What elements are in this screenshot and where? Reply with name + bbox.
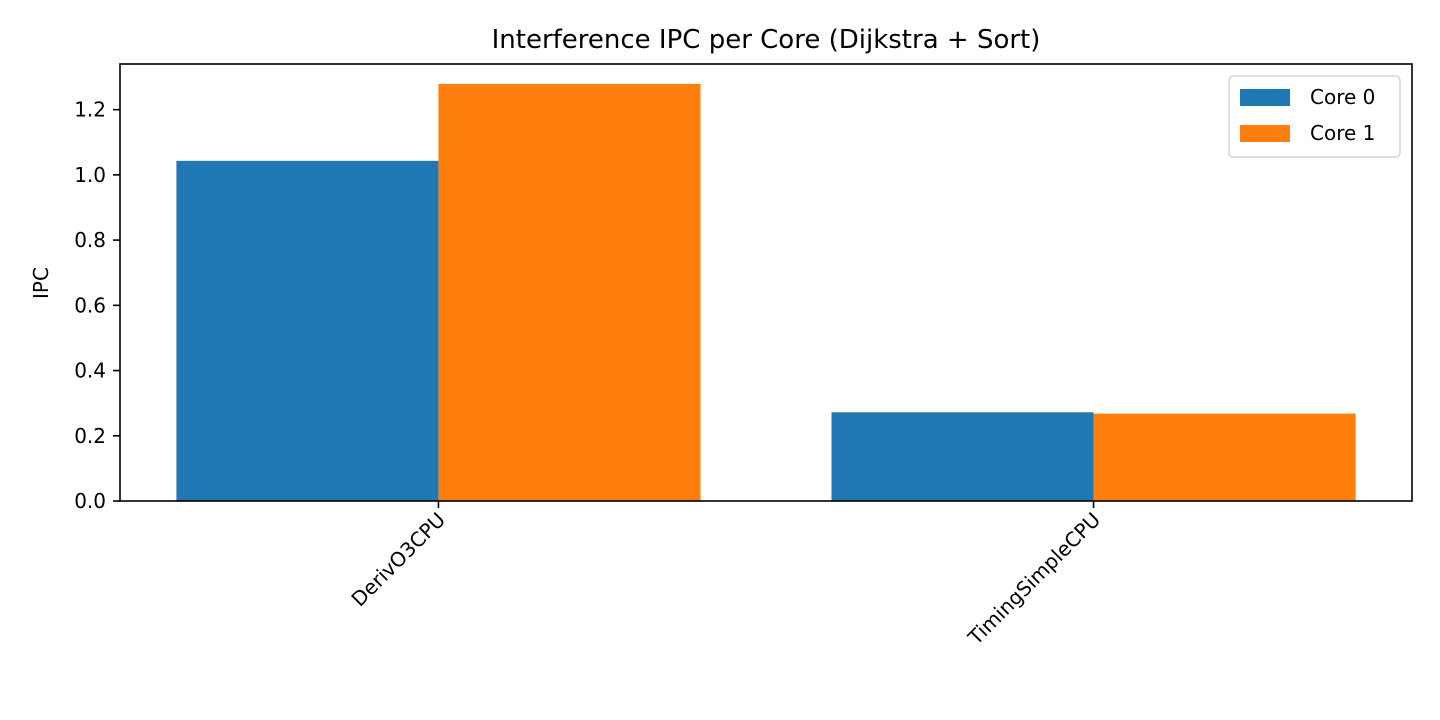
x-tick-label: DerivO3CPU — [346, 508, 450, 612]
y-tick-label: 0.2 — [74, 424, 106, 448]
legend-label: Core 0 — [1310, 85, 1375, 109]
plot-frame — [119, 63, 1413, 502]
y-tick-label: 1.2 — [74, 98, 106, 122]
legend-swatch — [1240, 125, 1290, 142]
chart-title: Interference IPC per Core (Dijkstra + So… — [492, 25, 1041, 55]
x-tick-label: TimingSimpleCPU — [963, 508, 1106, 651]
bar — [1093, 413, 1356, 501]
bar — [438, 83, 701, 501]
legend-swatch — [1240, 89, 1290, 106]
bar — [176, 160, 439, 501]
y-tick-label: 0.8 — [74, 228, 106, 252]
y-tick-label: 0.0 — [74, 489, 106, 513]
bar — [831, 412, 1094, 501]
y-tick-label: 0.6 — [74, 293, 106, 317]
legend-label: Core 1 — [1310, 121, 1375, 145]
y-tick-label: 1.0 — [74, 163, 106, 187]
legend: Core 0 Core 1 — [1228, 75, 1401, 158]
bars-layer — [176, 83, 1356, 501]
y-tick-label: 0.4 — [74, 359, 106, 383]
y-axis-label: IPC — [29, 267, 53, 299]
